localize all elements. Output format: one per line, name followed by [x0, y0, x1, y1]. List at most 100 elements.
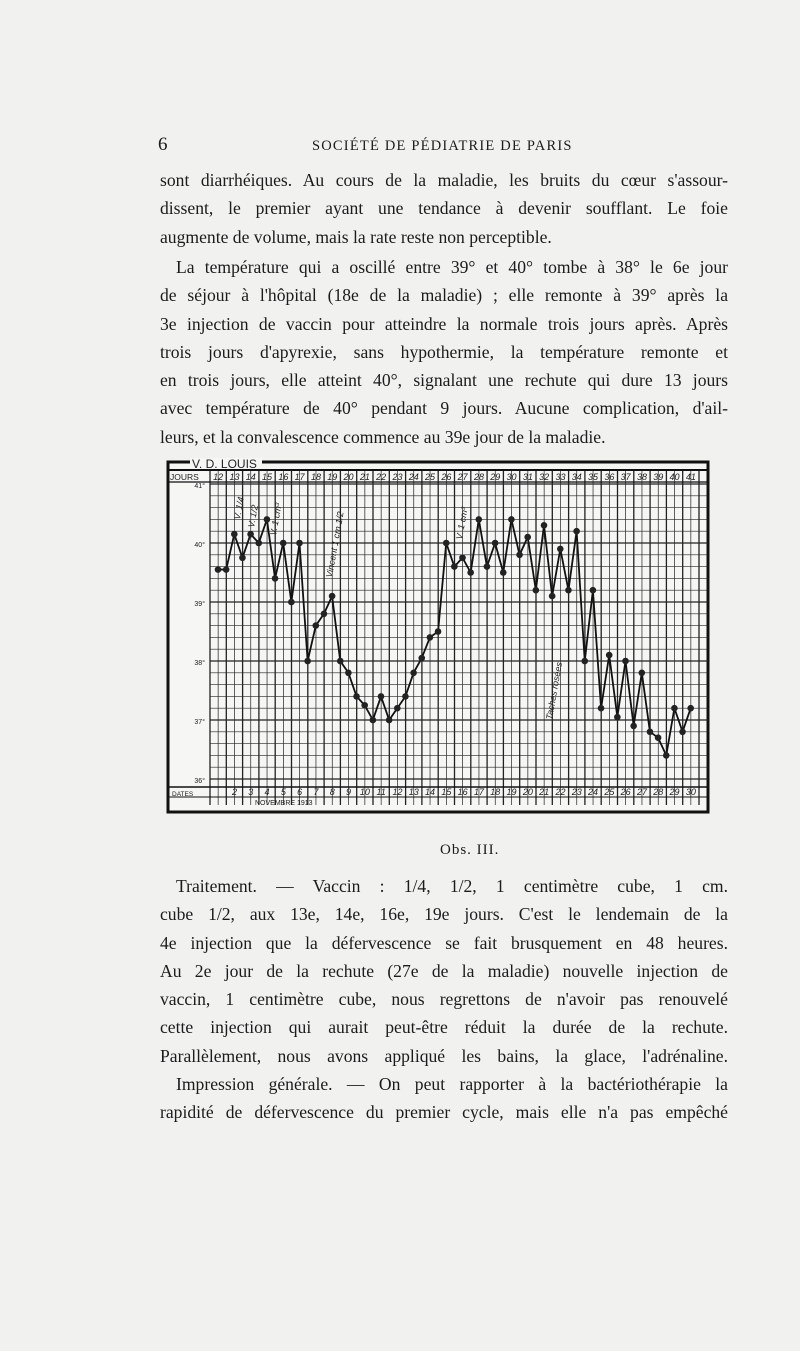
- temperature-point: [247, 530, 254, 538]
- temperature-point: [231, 530, 238, 538]
- temperature-point: [288, 598, 295, 606]
- date-tick-label: 29: [669, 787, 680, 797]
- date-tick-label: 19: [507, 787, 517, 797]
- day-tick-label: 16: [278, 472, 288, 482]
- temperature-point: [483, 563, 491, 570]
- row-label-dates: DATES: [172, 791, 194, 798]
- date-tick-label: 8: [330, 787, 335, 797]
- day-tick-label: 22: [375, 472, 386, 482]
- text-line: 3e injection de vaccin pour atteindre la…: [160, 313, 728, 334]
- date-tick-label: 21: [538, 787, 549, 797]
- temperature-point: [402, 693, 409, 700]
- chart-grid: [166, 460, 710, 814]
- text-line: trois jours d'apyrexie, sans hypothermie…: [160, 341, 728, 362]
- temperature-point: [255, 539, 263, 547]
- temperature-point: [353, 693, 360, 700]
- date-tick-label: 23: [571, 787, 582, 797]
- temperature-point: [312, 622, 320, 629]
- day-tick-label: 24: [408, 472, 419, 482]
- temperature-point: [442, 539, 450, 547]
- row-label-days: JOURS: [170, 472, 199, 482]
- temperature-point: [532, 586, 540, 594]
- date-tick-label: 17: [474, 787, 485, 797]
- temperature-series: [214, 516, 694, 759]
- day-tick-label: 33: [555, 472, 565, 482]
- chart-title: V. D. LOUIS: [192, 457, 257, 471]
- temperature-point: [638, 669, 646, 677]
- day-tick-label: 32: [539, 472, 549, 482]
- text-line: Impression générale. — On peut rapporter…: [176, 1074, 728, 1094]
- temperature-point: [279, 539, 287, 547]
- text-line: 4e injection que la défervescence se fai…: [160, 932, 728, 953]
- temperature-point: [385, 716, 393, 724]
- date-tick-label: 7: [313, 787, 319, 797]
- text-line: La température qui a oscillé entre 39° e…: [176, 257, 728, 277]
- temperature-point: [418, 654, 426, 662]
- temperature-point: [271, 575, 279, 582]
- date-tick-label: 18: [490, 787, 500, 797]
- day-tick-label: 39: [653, 472, 663, 482]
- temperature-point: [614, 713, 621, 721]
- text-line: cube 1/2, aux 13e, 14e, 16e, 19e jours. …: [160, 904, 728, 925]
- date-tick-label: 6: [297, 787, 302, 797]
- temperature-point: [597, 704, 605, 712]
- text-line: cette injection qui aurait peut-être réd…: [160, 1017, 728, 1038]
- date-tick-label: 16: [458, 787, 468, 797]
- temperature-point: [296, 539, 303, 547]
- date-tick-label: 22: [554, 787, 565, 797]
- temperature-point: [589, 586, 597, 594]
- y-tick-label: 39°: [194, 600, 205, 608]
- temperature-point: [573, 527, 580, 535]
- temperature-point: [475, 516, 483, 523]
- temperature-point: [426, 634, 434, 641]
- day-tick-label: 34: [572, 472, 582, 482]
- day-tick-label: 35: [588, 472, 599, 482]
- temperature-point: [654, 734, 662, 741]
- y-tick-label: 37°: [194, 718, 205, 726]
- date-tick-label: 13: [409, 787, 419, 797]
- day-tick-label: 37: [621, 472, 632, 482]
- day-tick-label: 14: [246, 472, 256, 482]
- paragraph-3: Traitement. — Vaccin : 1/4, 1/2, 1 centi…: [160, 872, 728, 1070]
- day-tick-label: 38: [637, 472, 647, 482]
- temperature-point: [499, 569, 507, 576]
- title-backdrop: [190, 458, 262, 468]
- date-tick-label: 20: [522, 787, 533, 797]
- temperature-point: [548, 592, 556, 600]
- temperature-point: [377, 693, 385, 700]
- temperature-point: [581, 657, 589, 665]
- day-tick-label: 17: [295, 472, 306, 482]
- date-tick-label: 4: [265, 787, 270, 797]
- day-tick-label: 27: [457, 472, 469, 482]
- temperature-point: [467, 569, 474, 576]
- day-tick-label: 40: [670, 472, 680, 482]
- day-tick-label: 21: [359, 472, 370, 482]
- paragraph-4: Impression générale. — On peut rapporter…: [160, 1070, 728, 1127]
- temperature-point: [304, 657, 311, 665]
- day-tick-label: 41: [686, 472, 696, 482]
- date-tick-label: 2: [231, 787, 237, 797]
- day-tick-label: 36: [604, 472, 614, 482]
- day-tick-label: 30: [507, 472, 517, 482]
- temperature-point: [630, 722, 637, 730]
- day-tick-label: 18: [311, 472, 321, 482]
- temperature-point: [434, 628, 442, 635]
- date-tick-label: 10: [360, 787, 370, 797]
- temperature-point: [345, 669, 352, 677]
- y-tick-label: 41°: [194, 482, 205, 490]
- text-line: rapidité de défervescence du premier cyc…: [160, 1102, 728, 1123]
- date-tick-label: 14: [425, 787, 435, 797]
- date-tick-label: 27: [636, 787, 648, 797]
- paragraph-1: sont diarrhéiques. Au cours de la maladi…: [160, 166, 728, 251]
- date-tick-label: 12: [392, 787, 402, 797]
- day-tick-label: 20: [343, 472, 354, 482]
- temperature-point: [361, 701, 369, 709]
- temperature-point: [646, 728, 654, 736]
- date-tick-label: 24: [587, 787, 598, 797]
- text-line: leurs, et la convalescence commence au 3…: [160, 426, 606, 447]
- date-tick-label: 11: [376, 787, 385, 797]
- date-tick-label: 28: [652, 787, 663, 797]
- temperature-point: [222, 566, 230, 573]
- temperature-point: [605, 651, 613, 659]
